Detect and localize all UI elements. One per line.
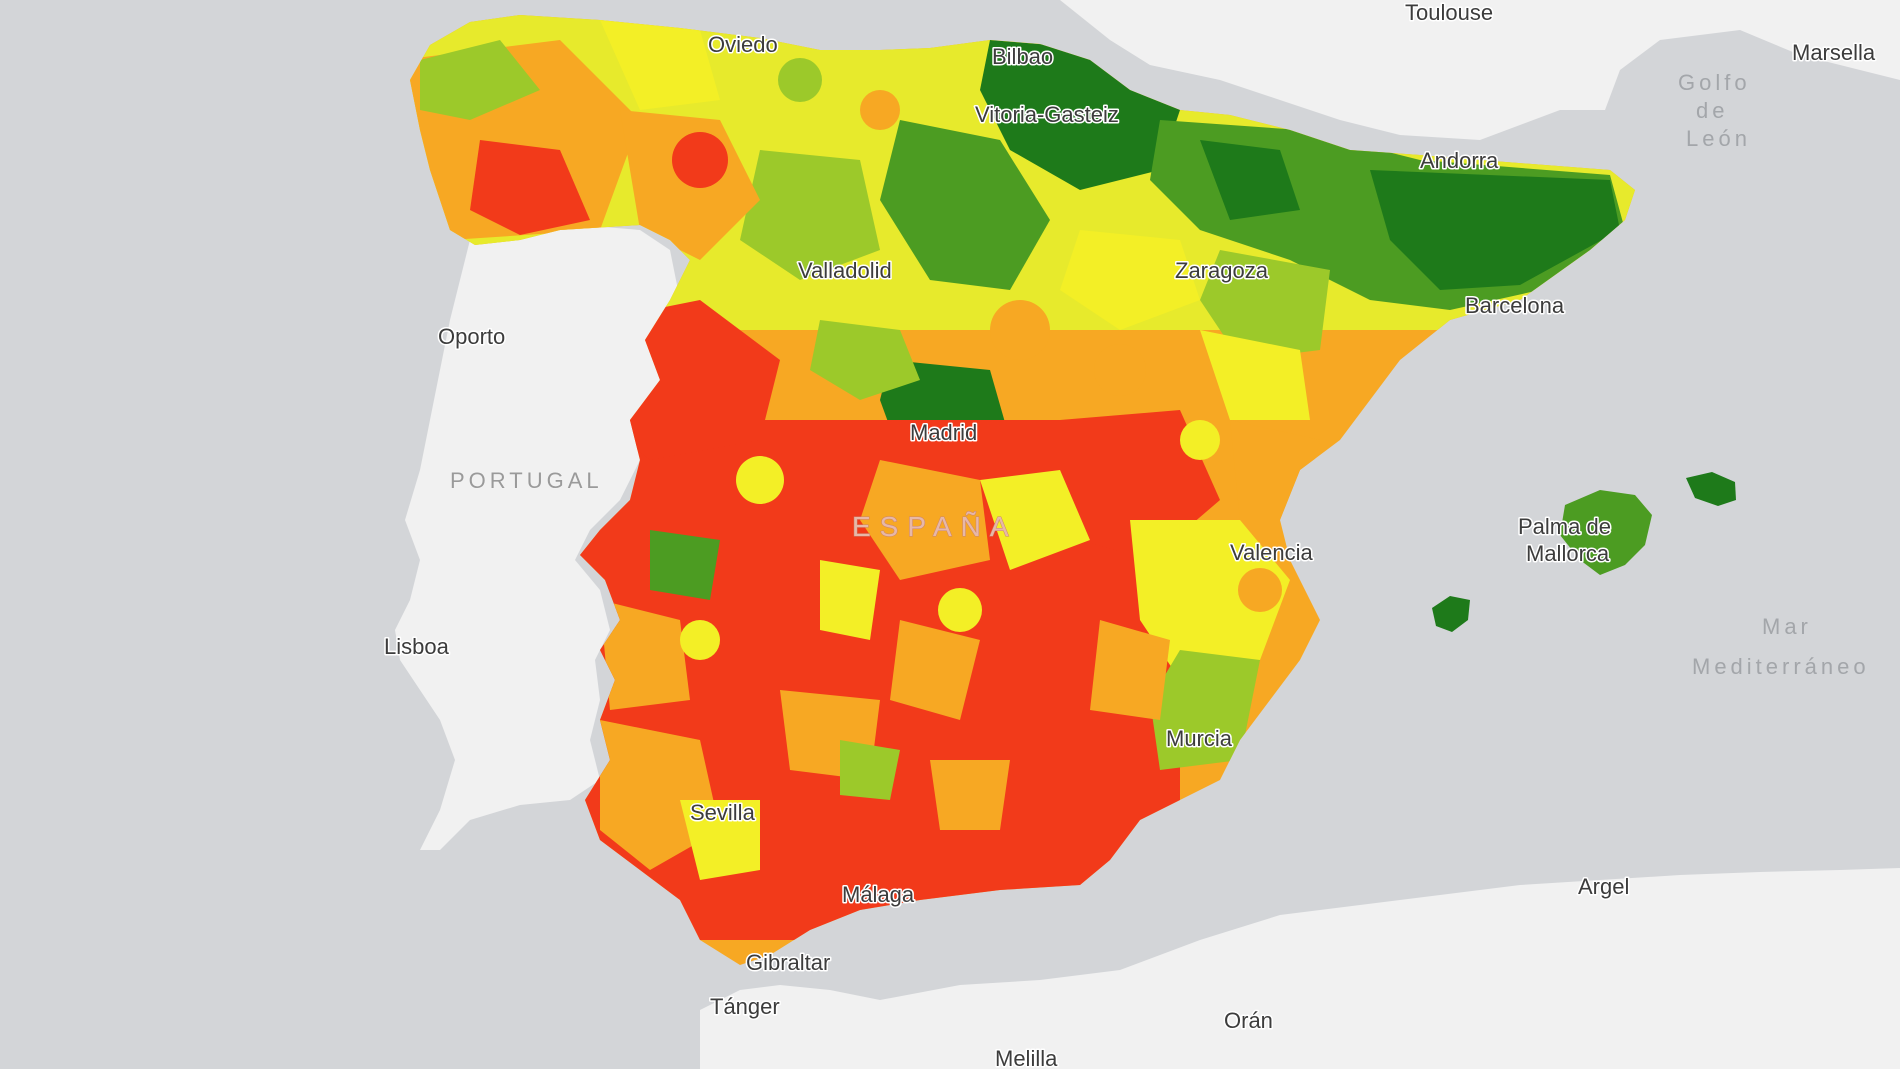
mallorca-island[interactable] — [1560, 490, 1652, 575]
label-murcia: Murcia — [1166, 726, 1233, 751]
label-andorra: Andorra — [1420, 148, 1499, 173]
label-argel: Argel — [1578, 874, 1629, 899]
label-tanger: Tánger — [710, 994, 780, 1019]
label-palma-line1: Palma de — [1518, 514, 1611, 539]
label-zaragoza: Zaragoza — [1175, 258, 1269, 283]
menorca-island[interactable] — [1686, 472, 1736, 506]
label-palma-line2: Mallorca — [1526, 541, 1610, 566]
label-valladolid: Valladolid — [798, 258, 892, 283]
north-africa-land — [700, 868, 1900, 1069]
label-oran: Orán — [1224, 1008, 1273, 1033]
france-land — [1060, 0, 1900, 140]
label-oporto: Oporto — [438, 324, 505, 349]
label-golfo-line2: de — [1696, 98, 1728, 123]
label-lisboa: Lisboa — [384, 634, 450, 659]
label-sevilla: Sevilla — [690, 800, 756, 825]
label-mar-line1: Mar — [1762, 614, 1812, 639]
label-golfo-line3: León — [1686, 126, 1751, 151]
label-portugal: PORTUGAL — [450, 468, 603, 493]
label-melilla: Melilla — [995, 1046, 1058, 1069]
label-mar-line2: Mediterráneo — [1692, 654, 1870, 679]
label-madrid: Madrid — [910, 420, 977, 445]
label-espana: ESPAÑA — [852, 511, 1018, 542]
label-valencia: Valencia — [1230, 540, 1314, 565]
label-toulouse: Toulouse — [1405, 0, 1493, 25]
label-oviedo: Oviedo — [708, 32, 778, 57]
label-barcelona: Barcelona — [1465, 293, 1565, 318]
label-marsella: Marsella — [1792, 40, 1876, 65]
spain-choropleth[interactable] — [380, 0, 1660, 980]
portugal-land — [395, 225, 680, 850]
label-golfo-line1: Golfo — [1678, 70, 1751, 95]
label-malaga: Málaga — [842, 882, 915, 907]
label-vitoria: Vitoria-Gasteiz — [975, 102, 1119, 127]
ibiza-island[interactable] — [1432, 596, 1470, 632]
label-bilbao: Bilbao — [992, 44, 1053, 69]
label-gibraltar: Gibraltar — [746, 950, 830, 975]
